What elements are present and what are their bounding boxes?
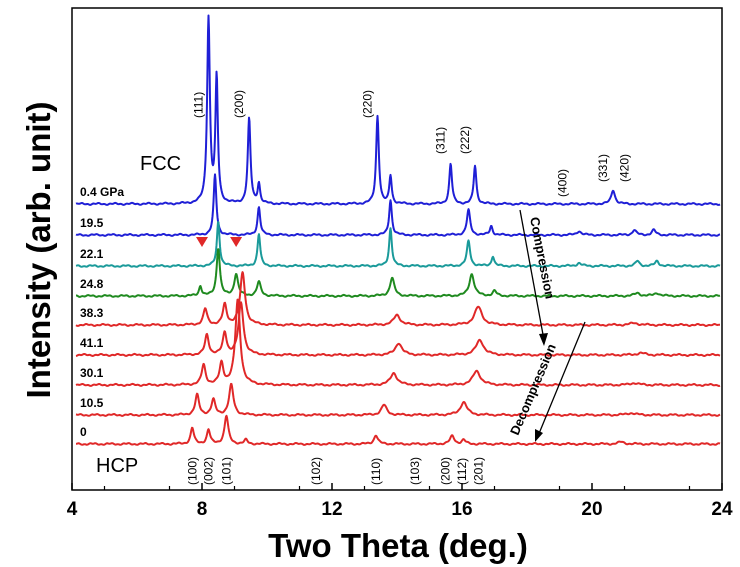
x-tick-label: 24 — [711, 499, 733, 520]
series-label: 10.5 — [80, 396, 104, 410]
hcp-hkl-label: (200) — [439, 457, 453, 485]
compression-arrow-line — [519, 209, 545, 341]
fcc-hkl-label: (220) — [361, 90, 375, 118]
x-tick-label: 4 — [67, 499, 78, 520]
fcc-hkl-label: (420) — [617, 154, 631, 182]
hcp-hkl-label: (102) — [309, 457, 323, 485]
fcc-hkl-label: (222) — [458, 126, 472, 154]
fcc-hkl-label: (111) — [192, 92, 206, 118]
series-line — [75, 298, 721, 387]
x-axis-title: Two Theta (deg.) — [268, 527, 528, 564]
fcc-hkl-label: (311) — [434, 127, 448, 154]
peak-marker — [196, 237, 208, 247]
series-line — [75, 14, 721, 206]
series-line — [75, 382, 721, 417]
decompression-arrow-line — [537, 321, 586, 437]
x-axis: 4 8 12 16 20 24 — [67, 483, 733, 520]
hcp-hkl-label: (103) — [408, 457, 422, 485]
hcp-hkl-label: (002) — [202, 457, 216, 485]
series-line — [75, 221, 721, 268]
series-line — [75, 301, 721, 357]
decompression-arrow-head — [535, 429, 543, 442]
series-label: 19.5 — [80, 216, 104, 230]
hcp-hkl-labels: (100) (002) (101) (102) (110) (103) (200) (112)… — [185, 457, 485, 485]
pressure-labels: 0.4 GPa 19.5 22.1 24.8 38.3 41.1 30.1 10.5 0 — [80, 185, 124, 439]
fcc-hkl-label: (331) — [596, 154, 610, 182]
series-label: 38.3 — [80, 306, 104, 320]
series-label: 0.4 GPa — [80, 185, 124, 199]
series-label: 22.1 — [80, 247, 104, 261]
phase-label-fcc: FCC — [140, 153, 181, 175]
x-tick-label: 12 — [321, 499, 342, 520]
series-group — [75, 14, 721, 446]
hcp-hkl-label: (201) — [471, 457, 485, 485]
y-axis-title: Intensity (arb. unit) — [20, 102, 57, 399]
x-tick-label: 16 — [451, 499, 472, 520]
series-label: 41.1 — [80, 336, 104, 350]
hcp-hkl-label: (101) — [219, 457, 233, 485]
markers-group — [196, 237, 243, 247]
hcp-hkl-label: (112) — [455, 458, 469, 485]
series-label: 24.8 — [80, 277, 104, 291]
x-tick-label: 8 — [197, 499, 208, 520]
x-tick-label: 20 — [581, 499, 602, 520]
series-line — [75, 248, 721, 298]
phase-label-hcp: HCP — [96, 455, 138, 477]
hcp-hkl-label: (110) — [369, 458, 383, 485]
series-label: 0 — [80, 425, 87, 439]
fcc-hkl-labels: (111) (200) (220) (311) (222) (400) (331) (420) — [192, 90, 632, 197]
series-line — [75, 271, 721, 327]
fcc-hkl-label: (400) — [556, 169, 570, 197]
series-line — [75, 173, 721, 237]
fcc-hkl-label: (200) — [232, 90, 246, 118]
compression-arrow-head — [539, 333, 548, 346]
hcp-hkl-label: (100) — [185, 457, 199, 485]
series-line — [75, 414, 721, 446]
series-label: 30.1 — [80, 366, 104, 380]
plot-frame — [71, 7, 723, 491]
peak-marker — [230, 237, 243, 247]
